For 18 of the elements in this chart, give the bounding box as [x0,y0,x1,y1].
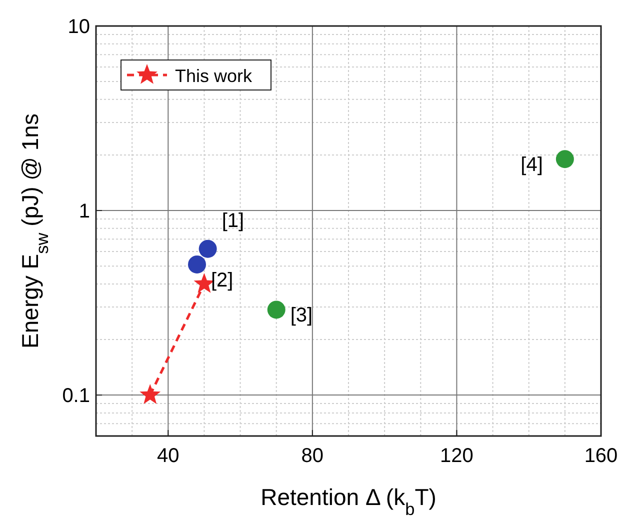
annotation: [3] [290,304,313,327]
point [267,300,286,319]
y-tick-label: 10 [68,16,90,38]
x-axis-title: Retention Δ (k$_{b}$T) [260,484,436,517]
y-tick-label: 1 [78,200,90,223]
annotation: [2] [211,269,234,292]
point [140,384,161,404]
legend-label: This work [175,66,254,86]
point [198,240,217,258]
annotation: [1] [222,210,244,232]
x-tick-label: 40 [157,445,180,467]
point [188,255,206,274]
x-tick-label: 120 [440,445,474,467]
x-tick-label: 160 [584,445,618,467]
annotation: [4] [520,154,543,176]
y-tick-label: 0.1 [62,385,90,408]
x-tick-label: 80 [301,445,324,467]
point [556,150,574,168]
